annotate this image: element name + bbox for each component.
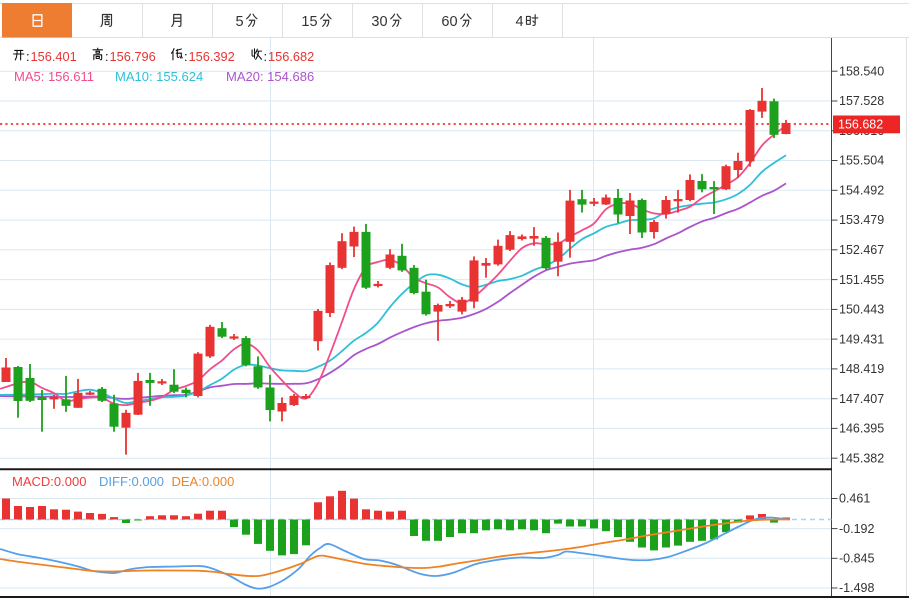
svg-text:155.504: 155.504	[839, 154, 884, 168]
svg-text:-1.498: -1.498	[839, 581, 874, 595]
svg-text:5: 5	[235, 14, 243, 30]
svg-text::: :	[184, 49, 188, 64]
svg-text:156.401: 156.401	[31, 49, 77, 64]
svg-text:147.407: 147.407	[839, 392, 884, 406]
svg-text:MACD:0.000: MACD:0.000	[12, 474, 86, 489]
svg-text:156.796: 156.796	[110, 49, 156, 64]
svg-text:MA5: 156.611: MA5: 156.611	[14, 69, 94, 84]
svg-text:145.382: 145.382	[839, 451, 884, 465]
svg-text:157.528: 157.528	[839, 94, 884, 108]
svg-text:DIFF:0.000: DIFF:0.000	[99, 474, 164, 489]
svg-text:0.461: 0.461	[839, 492, 870, 506]
svg-text::: :	[264, 49, 268, 64]
svg-text:30: 30	[371, 14, 387, 30]
svg-text:60: 60	[441, 14, 457, 30]
svg-text:DEA:0.000: DEA:0.000	[172, 474, 235, 489]
svg-text:151.455: 151.455	[839, 273, 884, 287]
svg-text:MA10: 155.624: MA10: 155.624	[115, 69, 203, 84]
svg-text:156.682: 156.682	[838, 118, 883, 132]
svg-text:-0.845: -0.845	[839, 552, 874, 566]
svg-text:152.467: 152.467	[839, 243, 884, 257]
svg-text:153.479: 153.479	[839, 213, 884, 227]
svg-text:-0.192: -0.192	[839, 522, 874, 536]
svg-text:MA20: 154.686: MA20: 154.686	[226, 69, 314, 84]
svg-text:15: 15	[301, 14, 317, 30]
svg-text:146.395: 146.395	[839, 422, 884, 436]
svg-text:149.431: 149.431	[839, 332, 884, 346]
svg-text:158.540: 158.540	[839, 64, 884, 78]
svg-text:150.443: 150.443	[839, 303, 884, 317]
svg-text:148.419: 148.419	[839, 362, 884, 376]
svg-text:156.682: 156.682	[268, 49, 314, 64]
svg-text:4: 4	[515, 14, 523, 30]
svg-text:156.392: 156.392	[189, 49, 235, 64]
svg-text:154.492: 154.492	[839, 184, 884, 198]
svg-text::: :	[105, 49, 109, 64]
svg-text::: :	[26, 49, 30, 64]
